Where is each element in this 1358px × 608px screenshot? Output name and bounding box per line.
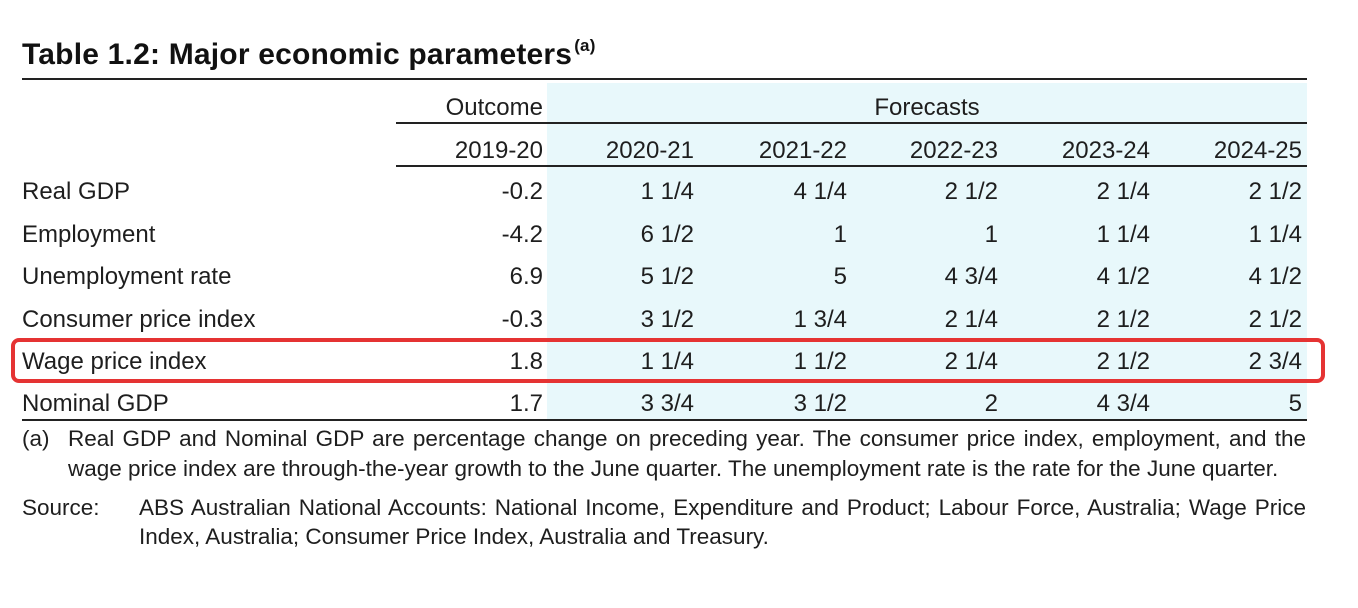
table-cell: 2 3/4 [1248,348,1302,375]
table-cell: 2 [984,390,998,417]
outcome-header: Outcome [445,94,543,121]
title-footnote-marker: (a) [574,36,596,55]
bottom-rule [22,419,1307,421]
table-cell: 3 3/4 [640,390,694,417]
year-header-2020-21: 2020-21 [605,137,694,164]
table-cell: 4 1/2 [1248,263,1302,290]
year-header-2023-24: 2023-24 [1061,137,1150,164]
table-cell: 4 3/4 [944,263,998,290]
table-cell: 1 [833,221,847,248]
header-mid-rule [396,122,1307,124]
top-rule [22,78,1307,80]
table-cell: 6.9 [509,263,543,290]
table-cell: 1 3/4 [793,306,847,333]
row-label: Wage price index [22,348,207,375]
table-cell: 1.7 [509,390,543,417]
note-a-text: Real GDP and Nominal GDP are percentage … [68,426,1306,481]
table-cell: 2 1/4 [1096,178,1150,205]
highlight-box [11,338,1325,383]
table-cell: 5 1/2 [640,263,694,290]
table-cell: 1 1/4 [1248,221,1302,248]
table-cell: 6 1/2 [640,221,694,248]
year-header-2021-22: 2021-22 [758,137,847,164]
forecast-shading [547,83,1307,420]
table-cell: 1 1/4 [1096,221,1150,248]
note-a: (a) Real GDP and Nominal GDP are percent… [22,424,1306,484]
table-cell: -4.2 [501,221,543,248]
table-cell: 2 1/2 [1096,306,1150,333]
table-cell: 3 1/2 [640,306,694,333]
table-cell: 5 [1288,390,1302,417]
table-title-text: Table 1.2: Major economic parameters [22,38,573,71]
year-header-2022-23: 2022-23 [909,137,998,164]
table-cell: 1.8 [509,348,543,375]
table-cell: 1 1/2 [793,348,847,375]
header-bottom-rule [396,165,1307,167]
table-cell: 2 1/4 [944,348,998,375]
table-cell: 4 1/4 [793,178,847,205]
table-cell: 1 1/4 [640,178,694,205]
table-cell: 4 1/2 [1096,263,1150,290]
table-title: Table 1.2: Major economic parameters (a) [22,36,596,72]
table-cell: 2 1/2 [1248,306,1302,333]
table-cell: 3 1/2 [793,390,847,417]
table-cell: 2 1/2 [1096,348,1150,375]
table-cell: -0.2 [501,178,543,205]
row-label: Consumer price index [22,306,256,333]
table-cell: -0.3 [501,306,543,333]
row-label: Nominal GDP [22,390,169,417]
row-label: Unemployment rate [22,263,232,290]
note-a-marker: (a) [22,426,50,451]
row-label: Real GDP [22,178,131,205]
table-cell: 5 [833,263,847,290]
table-cell: 1 1/4 [640,348,694,375]
table-cell: 2 1/2 [1248,178,1302,205]
source-note: Source: ABS Australian National Accounts… [22,493,1306,551]
table-cell: 1 [984,221,998,248]
table-cell: 2 1/2 [944,178,998,205]
table-notes: (a) Real GDP and Nominal GDP are percent… [22,424,1306,551]
table-cell: 4 3/4 [1096,390,1150,417]
table-cell: 2 1/4 [944,306,998,333]
row-label: Employment [22,221,156,248]
source-marker: Source: [22,495,100,520]
forecasts-header: Forecasts [874,94,980,121]
source-text: ABS Australian National Accounts: Nation… [139,495,1306,549]
year-header-2024-25: 2024-25 [1213,137,1302,164]
year-header-2019-20: 2019-20 [454,137,543,164]
